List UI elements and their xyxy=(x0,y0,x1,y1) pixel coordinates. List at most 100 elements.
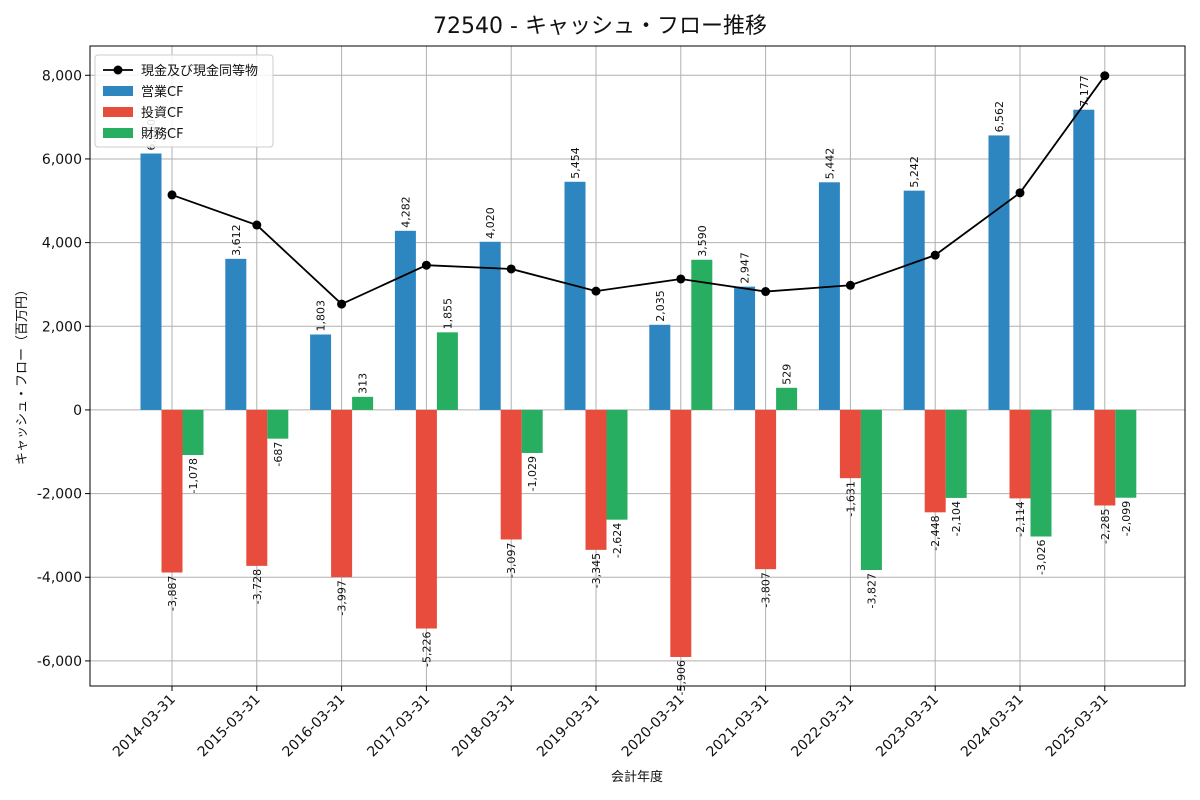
bar-2-2021-03-31 xyxy=(755,409,777,570)
cash-equivalents-point xyxy=(252,220,262,230)
cash-equivalents-point xyxy=(591,286,601,296)
axis-layer: -6,000 -4,000 -2,000 0 2,000 4,000 6,000 8,000 2… xyxy=(37,45,1186,761)
bar-value-label: -3,026 xyxy=(1035,539,1048,574)
bar-value-label: -2,285 xyxy=(1099,509,1112,544)
x-tick-label: 2017-03-31 xyxy=(364,692,433,761)
x-tick-label: 2024-03-31 xyxy=(958,692,1027,761)
legend-label: 現金及び現金同等物 xyxy=(141,63,258,79)
bar-2-2018-03-31 xyxy=(500,409,522,540)
bar-2-2017-03-31 xyxy=(415,409,437,629)
bar-value-label: -3,997 xyxy=(336,580,349,615)
bar-value-label: 2,035 xyxy=(654,290,667,322)
cash-equivalents-point xyxy=(1015,188,1025,198)
x-tick-label: 2025-03-31 xyxy=(1043,692,1112,761)
x-tick-label: 2014-03-31 xyxy=(110,692,179,761)
bar-1-2020-03-31 xyxy=(649,324,671,410)
bar-value-label: 5,454 xyxy=(569,147,582,179)
bar-3-2024-03-31 xyxy=(1030,409,1052,537)
bar-3-2018-03-31 xyxy=(521,409,543,453)
x-tick-label: 2021-03-31 xyxy=(704,692,773,761)
bar-3-2021-03-31 xyxy=(776,387,798,410)
line-layer xyxy=(167,71,1110,309)
x-tick-label: 2016-03-31 xyxy=(280,692,349,761)
bar-value-label: 6,562 xyxy=(993,101,1006,133)
bar-2-2022-03-31 xyxy=(839,409,861,479)
x-tick-label: 2020-03-31 xyxy=(619,692,688,761)
bar-value-label: -2,099 xyxy=(1120,501,1133,536)
cash-equivalents-point xyxy=(930,250,940,260)
plot-frame xyxy=(89,45,1186,687)
bar-2-2016-03-31 xyxy=(331,409,353,578)
bar-value-label: 3,590 xyxy=(696,225,709,257)
cash-equivalents-line xyxy=(171,75,1106,306)
bar-2-2020-03-31 xyxy=(670,409,692,657)
x-tick-label: 2015-03-31 xyxy=(195,692,264,761)
bar-value-label: 5,242 xyxy=(908,156,921,188)
cash-equivalents-point xyxy=(167,190,177,200)
y-tick-label: 4,000 xyxy=(42,236,82,252)
bar-value-label: -3,807 xyxy=(760,572,773,607)
bar-3-2016-03-31 xyxy=(352,396,374,410)
bar-value-label: -2,114 xyxy=(1014,501,1027,536)
bar-3-2014-03-31 xyxy=(182,409,204,456)
bar-1-2015-03-31 xyxy=(225,258,247,410)
bar-value-label: 5,442 xyxy=(823,148,836,180)
y-tick-label: 2,000 xyxy=(42,319,82,335)
bar-value-label: 2,947 xyxy=(739,252,752,284)
bar-1-2021-03-31 xyxy=(734,286,756,410)
bar-2-2014-03-31 xyxy=(161,409,183,573)
bar-value-label: -3,728 xyxy=(251,569,264,604)
y-tick-label: -4,000 xyxy=(37,570,82,586)
bar-value-label: 3,612 xyxy=(230,224,243,256)
cash-equivalents-point xyxy=(506,264,516,274)
bar-3-2023-03-31 xyxy=(945,409,967,498)
bar-value-label: 1,803 xyxy=(315,300,328,332)
bar-value-label: -1,078 xyxy=(187,458,200,493)
bar-1-2016-03-31 xyxy=(310,334,332,410)
bar-1-2018-03-31 xyxy=(479,241,501,410)
legend-bar-swatch xyxy=(103,86,133,96)
bar-1-2025-03-31 xyxy=(1073,109,1095,410)
cash-equivalents-point xyxy=(1100,71,1110,81)
bar-value-label: -3,345 xyxy=(590,553,603,588)
bar-value-label: -1,631 xyxy=(844,481,857,516)
x-axis-label: 会計年度 xyxy=(611,769,663,785)
bar-2-2024-03-31 xyxy=(1009,409,1031,499)
bar-value-label: 7,177 xyxy=(1078,75,1091,107)
bar-value-label: 529 xyxy=(781,364,794,385)
legend-label: 財務CF xyxy=(141,127,184,142)
chart-title: 72540 - キャッシュ・フロー推移 xyxy=(433,14,767,39)
bar-1-2024-03-31 xyxy=(988,135,1010,410)
bar-3-2015-03-31 xyxy=(267,409,289,439)
bar-1-2019-03-31 xyxy=(564,181,586,410)
cash-equivalents-point xyxy=(676,274,686,284)
bar-1-2014-03-31 xyxy=(140,153,162,410)
cash-equivalents-point xyxy=(337,299,347,309)
bar-value-label: 1,855 xyxy=(441,298,454,330)
x-tick-label: 2019-03-31 xyxy=(534,692,603,761)
legend-marker xyxy=(113,65,123,75)
bar-value-label: -3,827 xyxy=(865,573,878,608)
cash-equivalents-point xyxy=(421,260,431,270)
bar-value-label: -5,906 xyxy=(675,660,688,695)
bar-value-label: -1,029 xyxy=(526,456,539,491)
legend-bar-swatch xyxy=(103,128,133,138)
x-tick-label: 2018-03-31 xyxy=(449,692,518,761)
bar-2-2023-03-31 xyxy=(924,409,946,513)
cash-equivalents-point xyxy=(845,280,855,290)
y-tick-label: -6,000 xyxy=(37,654,82,670)
bar-1-2017-03-31 xyxy=(394,230,416,410)
y-tick-label: 8,000 xyxy=(42,68,82,84)
bar-3-2022-03-31 xyxy=(860,409,882,571)
cash-equivalents-point xyxy=(761,287,771,297)
y-tick-label: 0 xyxy=(73,403,82,419)
bar-value-label: 313 xyxy=(357,373,370,394)
bar-3-2017-03-31 xyxy=(436,332,458,410)
bar-value-label: -3,887 xyxy=(166,576,179,611)
bar-1-2022-03-31 xyxy=(818,182,840,410)
bar-value-label: -2,624 xyxy=(611,523,624,558)
y-tick-label: 6,000 xyxy=(42,152,82,168)
bars-layer xyxy=(140,109,1137,657)
legend-box xyxy=(94,54,274,148)
bar-value-label: -2,104 xyxy=(950,501,963,536)
